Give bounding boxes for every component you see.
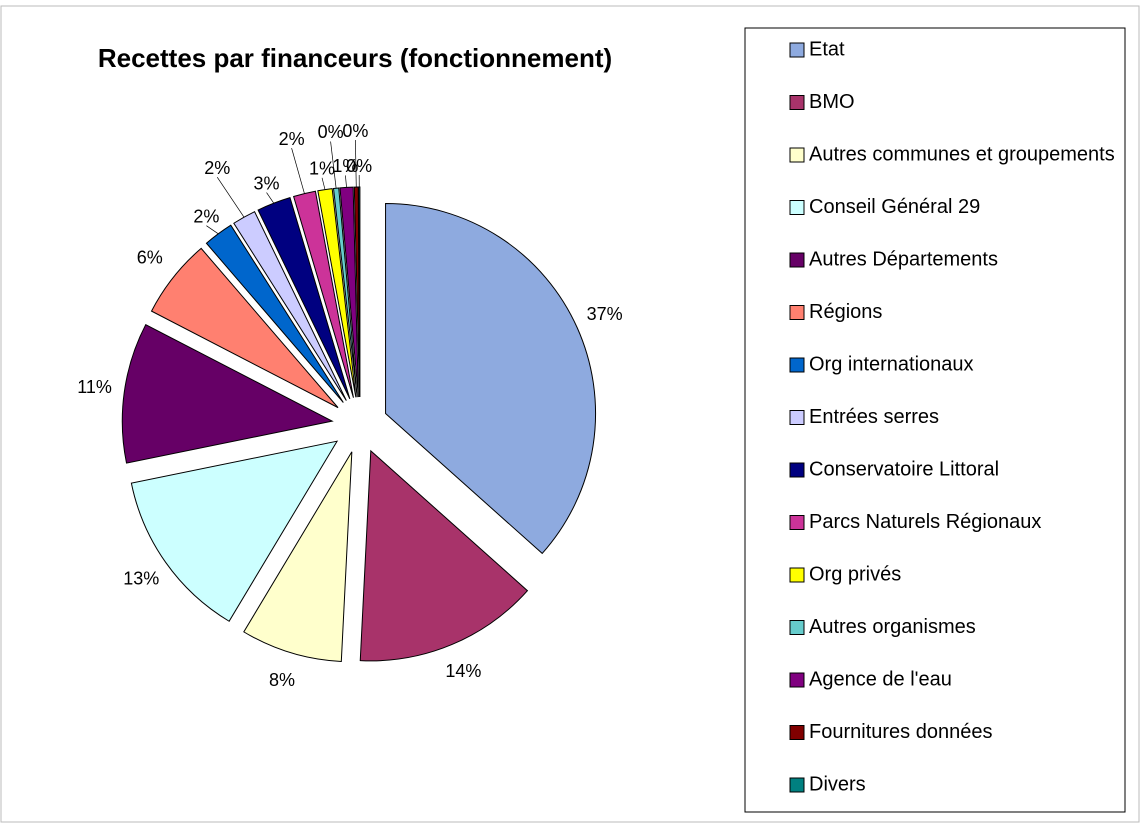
legend-label: Divers	[809, 773, 866, 795]
legend-box	[744, 27, 1126, 813]
legend-swatch	[789, 410, 805, 425]
data-label: 2%	[204, 158, 230, 178]
leader-line	[355, 140, 357, 188]
legend-label: Conservatoire Littoral	[809, 458, 999, 480]
legend-swatch	[789, 567, 805, 583]
pie-slice	[385, 203, 597, 555]
legend-swatch	[789, 672, 805, 688]
leader-line	[321, 177, 326, 190]
legend-swatch	[789, 252, 805, 268]
data-label: 13%	[123, 569, 159, 589]
pie-slice	[121, 323, 334, 464]
legend-swatch	[789, 725, 805, 740]
leader-line	[206, 225, 219, 235]
data-label: 2%	[279, 129, 305, 149]
legend-swatch	[789, 95, 805, 110]
legend-label: Autres communes et groupements	[809, 143, 1115, 165]
legend-label: Conseil Général 29	[809, 196, 980, 218]
leader-line	[345, 175, 347, 188]
data-label: 2%	[193, 206, 219, 226]
legend-label: BMO	[809, 91, 855, 113]
legend-swatch	[789, 305, 805, 320]
legend-label: Parcs Naturels Régionaux	[809, 511, 1041, 533]
leader-line	[216, 176, 245, 218]
legend-swatch	[789, 515, 805, 530]
pie-slice	[150, 247, 339, 409]
legend-label: Entrées serres	[809, 406, 939, 428]
data-label: 8%	[269, 670, 295, 690]
legend-swatch	[789, 777, 805, 793]
data-label: 1%	[309, 159, 335, 179]
data-label: 0%	[342, 121, 368, 141]
leader-line	[330, 141, 337, 189]
legend-label: Etat	[809, 38, 845, 60]
pie-slice	[359, 449, 529, 662]
legend-label: Org privés	[809, 563, 901, 585]
legend-swatch	[789, 42, 805, 58]
data-label: 6%	[137, 248, 163, 268]
pie-slice	[243, 451, 353, 663]
legend-label: Autres Départements	[809, 248, 998, 270]
pie-slice	[233, 211, 347, 401]
data-label: 14%	[445, 661, 481, 681]
data-label: 1%	[332, 156, 358, 176]
data-label: 3%	[254, 173, 280, 193]
legend-swatch	[789, 200, 805, 215]
data-label: 11%	[77, 377, 112, 397]
chart-title: Recettes par financeurs (fonctionnement)	[98, 43, 612, 73]
legend-swatch	[789, 620, 805, 635]
legend-label: Fournitures données	[809, 721, 992, 743]
pie-slice	[205, 224, 344, 403]
legend-label: Régions	[809, 301, 882, 323]
pie-slice	[130, 440, 339, 622]
pie-slice	[339, 186, 359, 398]
leader-line	[291, 148, 305, 194]
legend-swatch	[789, 462, 805, 478]
data-label: 37%	[587, 304, 623, 324]
data-label: 0%	[318, 122, 344, 142]
legend-swatch	[789, 357, 805, 373]
legend-label: Autres organismes	[809, 616, 976, 638]
legend-swatch	[789, 147, 805, 163]
legend-label: Agence de l'eau	[809, 668, 952, 690]
leader-line	[266, 192, 275, 204]
legend-label: Org internationaux	[809, 353, 974, 375]
data-label: 0%	[346, 156, 372, 176]
